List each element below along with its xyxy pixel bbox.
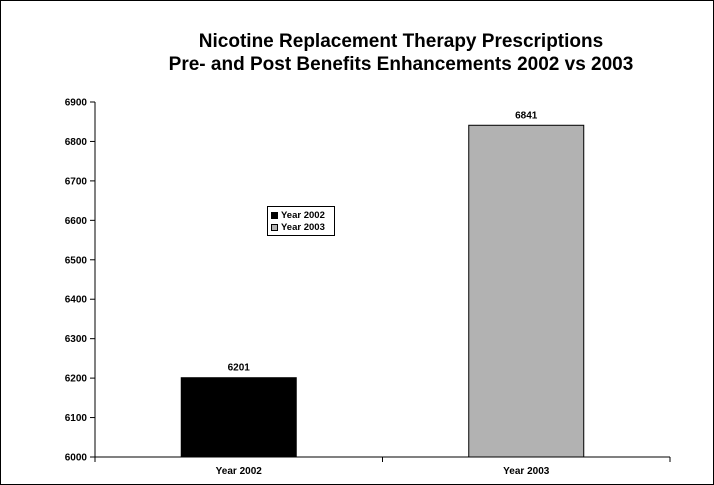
y-tick-label: 6300 [65,334,88,345]
x-tick-label: Year 2002 [216,466,263,477]
y-tick-label: 6700 [65,176,88,187]
data-label: 6201 [228,363,251,374]
y-tick-label: 6500 [65,255,88,266]
y-tick-label: 6100 [65,413,88,424]
legend-item-year-2002: Year 2002 [271,209,325,221]
legend-label-year-2003: Year 2003 [281,221,325,233]
chart-title: Nicotine Replacement Therapy Prescriptio… [199,31,603,52]
bar [468,124,585,458]
y-tick-label: 6400 [65,295,88,306]
x-tick-label: Year 2003 [503,466,550,477]
legend-label-year-2002: Year 2002 [281,209,325,221]
legend-swatch-year-2003 [271,223,278,231]
bar [180,377,297,458]
y-tick-label: 6000 [65,453,88,464]
legend-swatch-year-2002 [271,211,278,219]
y-tick-label: 6200 [65,374,88,385]
legend: Year 2002 Year 2003 [267,206,335,236]
y-tick-label: 6900 [65,98,88,109]
y-tick-label: 6600 [65,216,88,227]
y-tick-label: 6800 [65,137,88,148]
plot-area: 6000 6100 6200 6300 6400 6500 6600 6700 6800 6900… [65,98,671,477]
legend-item-year-2003: Year 2003 [271,221,325,233]
data-label: 6841 [515,110,538,121]
chart-subtitle: Pre- and Post Benefits Enhancements 2002… [169,54,634,75]
